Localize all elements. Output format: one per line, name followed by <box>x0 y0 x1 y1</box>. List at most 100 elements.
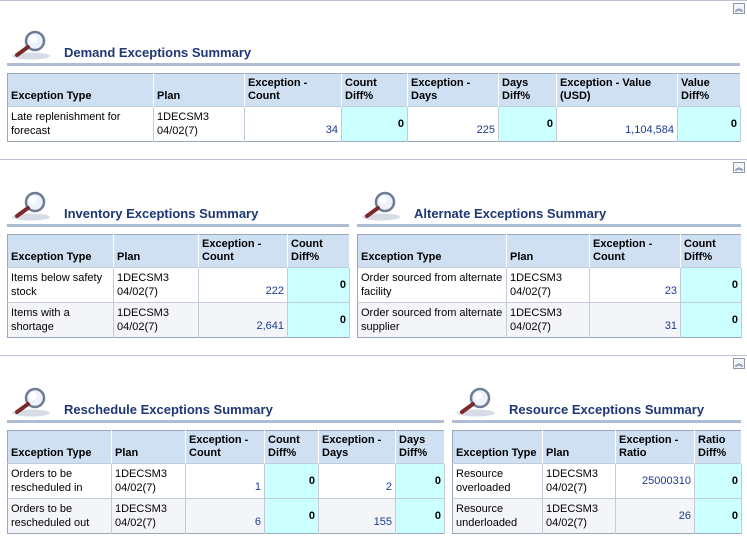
count-link[interactable]: 222 <box>198 267 288 303</box>
days-link[interactable]: 225 <box>407 106 499 142</box>
section-rule <box>7 63 740 66</box>
section-title: Reschedule Exceptions Summary <box>64 402 273 417</box>
count-link[interactable]: 23 <box>589 267 681 303</box>
exception-type-cell: Items below safety stock <box>7 267 114 303</box>
resource-section: Resource Exceptions Summary Exception Ty… <box>452 386 742 534</box>
reschedule-table: Exception Type Plan Exception - Count Co… <box>7 430 445 534</box>
table-row: Order sourced from alternate facility 1D… <box>357 267 742 303</box>
table-row: Orders to be rescheduled in 1DECSM3 04/0… <box>7 463 445 499</box>
demand-panel: ︽ Demand Exceptions Summary Exception Ty… <box>0 0 747 157</box>
inventory-alternate-panel: ︽ Inventory Exceptions Summary Exception… <box>0 159 747 353</box>
count-diff-cell: 0 <box>264 463 319 499</box>
table-row: Items with a shortage 1DECSM3 04/02(7) 2… <box>7 302 350 338</box>
days-diff-cell: 0 <box>395 498 445 534</box>
collapse-up-icon[interactable]: ︽ <box>733 358 745 369</box>
days-link[interactable]: 155 <box>318 498 396 534</box>
column-header: Exception Type <box>357 234 507 268</box>
section-title: Inventory Exceptions Summary <box>64 206 259 221</box>
plan-cell: 1DECSM3 04/02(7) <box>113 267 199 303</box>
ratio-diff-cell: 0 <box>694 498 742 534</box>
section-title: Resource Exceptions Summary <box>509 402 705 417</box>
column-header: Count Diff% <box>264 430 319 464</box>
column-header: Exception Type <box>7 73 154 107</box>
demand-section: Demand Exceptions Summary Exception Type… <box>7 29 741 142</box>
plan-cell: 1DECSM3 04/02(7) <box>113 302 199 338</box>
table-row: Resource overloaded 1DECSM3 04/02(7) 250… <box>452 463 742 499</box>
column-header: Exception Type <box>7 430 112 464</box>
column-header: Count Diff% <box>341 73 408 107</box>
magnifier-icon <box>361 190 403 222</box>
column-header: Plan <box>542 430 616 464</box>
inventory-section: Inventory Exceptions Summary Exception T… <box>7 190 350 338</box>
plan-cell: 1DECSM3 04/02(7) <box>111 463 186 499</box>
count-link[interactable]: 1 <box>185 463 265 499</box>
exception-type-cell: Orders to be rescheduled out <box>7 498 112 534</box>
ratio-link[interactable]: 25000310 <box>615 463 695 499</box>
table-row: Resource underloaded 1DECSM3 04/02(7) 26… <box>452 498 742 534</box>
column-header: Exception - Ratio <box>615 430 695 464</box>
column-header: Ratio Diff% <box>694 430 742 464</box>
count-link[interactable]: 34 <box>244 106 342 142</box>
alternate-section: Alternate Exceptions Summary Exception T… <box>357 190 742 338</box>
column-header: Exception - Days <box>407 73 499 107</box>
column-header: Count Diff% <box>287 234 350 268</box>
magnifier-icon <box>11 29 53 61</box>
magnifier-icon <box>11 386 53 418</box>
plan-cell: 1DECSM3 04/02(7) <box>506 302 590 338</box>
collapse-up-icon[interactable]: ︽ <box>733 3 745 14</box>
collapse-up-icon[interactable]: ︽ <box>733 162 745 173</box>
count-diff-cell: 0 <box>341 106 408 142</box>
magnifier-icon <box>11 190 53 222</box>
column-header: Exception - Count <box>589 234 681 268</box>
exception-type-cell: Order sourced from alternate facility <box>357 267 507 303</box>
column-header: Days Diff% <box>395 430 445 464</box>
exception-type-cell: Resource underloaded <box>452 498 543 534</box>
count-diff-cell: 0 <box>680 302 742 338</box>
section-rule <box>452 420 741 423</box>
section-rule <box>7 420 444 423</box>
magnifier-icon <box>456 386 498 418</box>
section-title: Demand Exceptions Summary <box>64 45 252 60</box>
column-header: Exception - Days <box>318 430 396 464</box>
count-diff-cell: 0 <box>287 267 350 303</box>
section-title: Alternate Exceptions Summary <box>414 206 607 221</box>
inventory-table: Exception Type Plan Exception - Count Co… <box>7 234 350 338</box>
column-header: Plan <box>506 234 590 268</box>
plan-cell: 1DECSM3 04/02(7) <box>153 106 245 142</box>
column-header: Count Diff% <box>680 234 742 268</box>
days-diff-cell: 0 <box>395 463 445 499</box>
reschedule-resource-panel: ︽ Reschedule Exceptions Summary Exceptio… <box>0 355 747 546</box>
column-header: Exception Type <box>452 430 543 464</box>
table-row: Order sourced from alternate supplier 1D… <box>357 302 742 338</box>
plan-cell: 1DECSM3 04/02(7) <box>542 463 616 499</box>
value-diff-cell: 0 <box>677 106 741 142</box>
table-row: Late replenishment for forecast 1DECSM3 … <box>7 106 741 142</box>
table-row: Items below safety stock 1DECSM3 04/02(7… <box>7 267 350 303</box>
ratio-link[interactable]: 26 <box>615 498 695 534</box>
exception-type-cell: Orders to be rescheduled in <box>7 463 112 499</box>
count-diff-cell: 0 <box>264 498 319 534</box>
column-header: Exception - Count <box>244 73 342 107</box>
count-link[interactable]: 2,641 <box>198 302 288 338</box>
count-link[interactable]: 6 <box>185 498 265 534</box>
table-row: Orders to be rescheduled out 1DECSM3 04/… <box>7 498 445 534</box>
count-link[interactable]: 31 <box>589 302 681 338</box>
plan-cell: 1DECSM3 04/02(7) <box>542 498 616 534</box>
value-link[interactable]: 1,104,584 <box>556 106 678 142</box>
exception-type-cell: Resource overloaded <box>452 463 543 499</box>
column-header: Value Diff% <box>677 73 741 107</box>
exception-type-cell: Late replenishment for forecast <box>7 106 154 142</box>
column-header: Plan <box>111 430 186 464</box>
plan-cell: 1DECSM3 04/02(7) <box>111 498 186 534</box>
section-rule <box>7 224 349 227</box>
alternate-table: Exception Type Plan Exception - Count Co… <box>357 234 742 338</box>
days-link[interactable]: 2 <box>318 463 396 499</box>
column-header: Plan <box>113 234 199 268</box>
reschedule-section: Reschedule Exceptions Summary Exception … <box>7 386 445 534</box>
days-diff-cell: 0 <box>498 106 557 142</box>
column-header: Exception Type <box>7 234 114 268</box>
column-header: Plan <box>153 73 245 107</box>
column-header: Exception - Count <box>198 234 288 268</box>
section-rule <box>357 224 741 227</box>
resource-table: Exception Type Plan Exception - Ratio Ra… <box>452 430 742 534</box>
